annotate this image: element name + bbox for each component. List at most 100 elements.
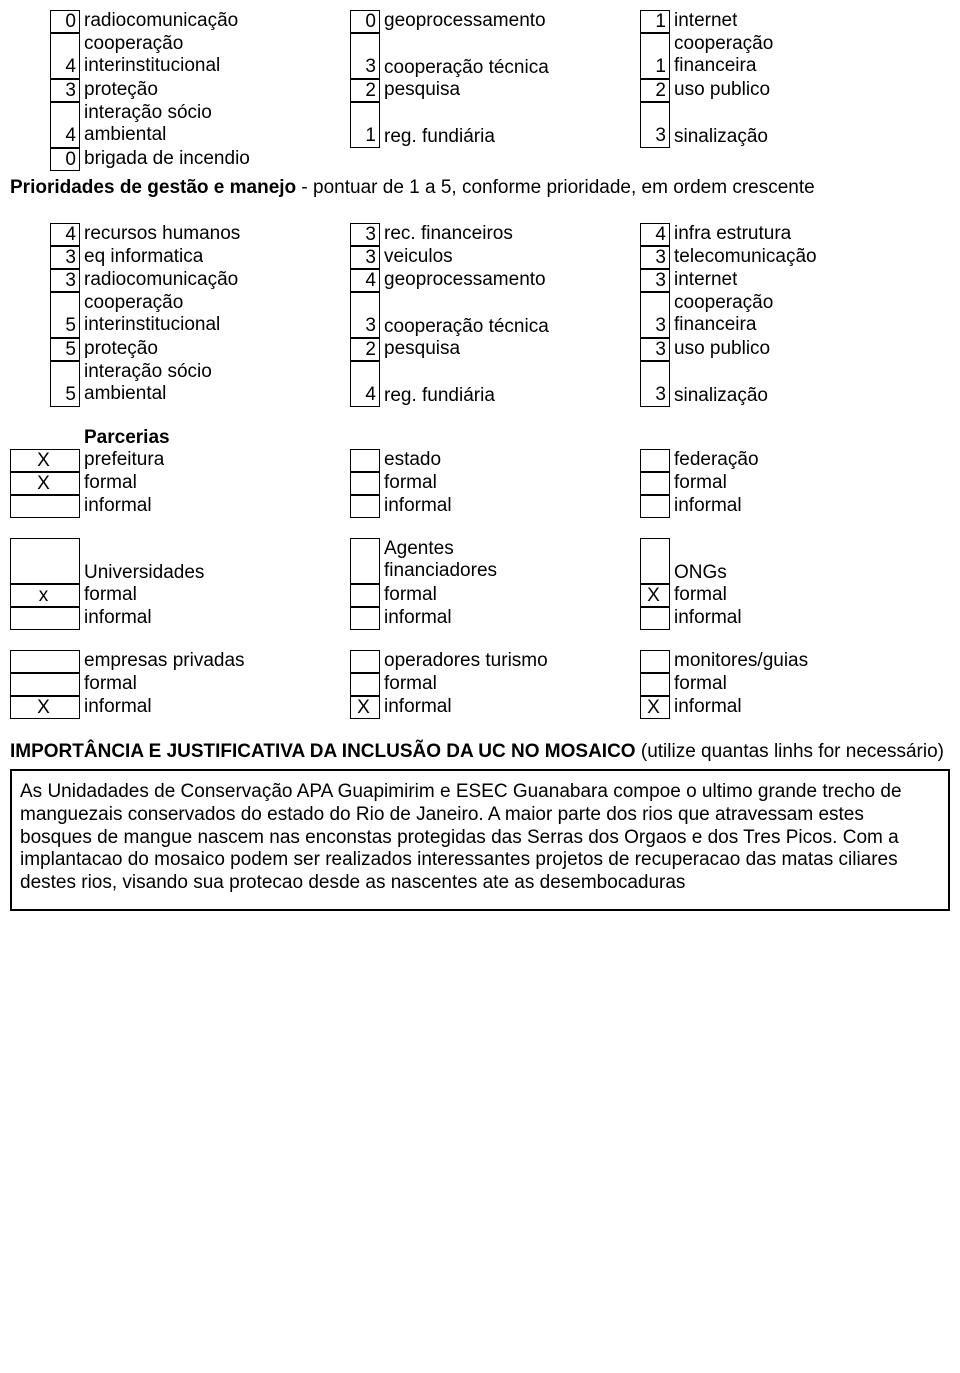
- block2-col3: 4infra estrutura3telecomunicação3interne…: [640, 223, 930, 407]
- value-box: 3: [640, 338, 670, 361]
- field-label: informal: [380, 696, 452, 718]
- field-row: 3rec. financeiros: [350, 223, 640, 246]
- field-row: 3sinalização: [640, 102, 930, 148]
- p3-col2: operadores turismoformalXinformal: [350, 650, 640, 719]
- field-row: 3telecomunicação: [640, 246, 930, 269]
- value-box: [350, 673, 380, 696]
- field-row: 5cooperação interinstitucional: [50, 292, 350, 338]
- value-box: X: [640, 584, 670, 607]
- value-box: 1: [640, 10, 670, 33]
- field-row: Xformal: [10, 472, 350, 495]
- field-label: pesquisa: [380, 338, 460, 360]
- field-label: cooperação interinstitucional: [80, 292, 260, 336]
- field-label: proteção: [80, 79, 158, 101]
- value-box: [10, 607, 80, 630]
- value-box: 5: [50, 292, 80, 338]
- value-box: 3: [350, 292, 380, 338]
- field-label: formal: [670, 673, 727, 695]
- justification-text: As Unidadades de Conservação APA Guapimi…: [10, 769, 950, 911]
- field-row: formal: [350, 472, 640, 495]
- value-box: [10, 673, 80, 696]
- field-label: formal: [380, 673, 437, 695]
- p2-col1: Universidadesxformalinformal: [10, 538, 350, 630]
- value-box: 3: [50, 269, 80, 292]
- value-box: 3: [640, 269, 670, 292]
- value-box: X: [10, 696, 80, 719]
- value-box: 2: [640, 79, 670, 102]
- field-row: 3eq informatica: [50, 246, 350, 269]
- value-box: [10, 538, 80, 584]
- field-label: eq informatica: [80, 246, 203, 268]
- value-box: [350, 495, 380, 518]
- field-label: infra estrutura: [670, 223, 791, 245]
- field-row: 5proteção: [50, 338, 350, 361]
- value-box: [640, 538, 670, 584]
- field-label: radiocomunicação: [80, 269, 238, 291]
- field-label: ONGs: [670, 538, 727, 584]
- field-label: internet: [670, 10, 737, 32]
- field-label: uso publico: [670, 338, 770, 360]
- field-label: pesquisa: [380, 79, 460, 101]
- field-row: 3cooperação financeira: [640, 292, 930, 338]
- value-box: [350, 650, 380, 673]
- field-row: Xinformal: [350, 696, 640, 719]
- importance-heading: IMPORTÂNCIA E JUSTIFICATIVA DA INCLUSÃO …: [10, 741, 950, 763]
- field-label: informal: [380, 607, 452, 629]
- field-row: estado: [350, 449, 640, 472]
- field-label: formal: [670, 584, 727, 606]
- value-box: 1: [640, 33, 670, 79]
- field-label: informal: [380, 495, 452, 517]
- value-box: 1: [350, 102, 380, 148]
- field-label: formal: [380, 584, 437, 606]
- priorities-title-rest: - pontuar de 1 a 5, conforme prioridade,…: [296, 177, 815, 198]
- field-label: geoprocessamento: [380, 10, 546, 32]
- value-box: [640, 607, 670, 630]
- field-row: 0radiocomunicação: [50, 10, 350, 33]
- value-box: 3: [50, 246, 80, 269]
- block1-col3: 1internet1cooperação financeira2uso publ…: [640, 10, 930, 171]
- field-label: recursos humanos: [80, 223, 240, 245]
- field-row: empresas privadas: [10, 650, 350, 673]
- field-row: informal: [640, 607, 930, 630]
- value-box: 3: [640, 292, 670, 338]
- importance-sub: (utilize quantas linhs for necessário): [636, 741, 944, 762]
- field-row: xformal: [10, 584, 350, 607]
- field-row: ONGs: [640, 538, 930, 584]
- field-row: 2pesquisa: [350, 338, 640, 361]
- field-label: reg. fundiária: [380, 102, 495, 148]
- field-label: informal: [670, 696, 742, 718]
- value-box: [640, 472, 670, 495]
- field-row: 5interação sócio ambiental: [50, 361, 350, 407]
- value-box: 5: [50, 361, 80, 407]
- field-row: 1cooperação financeira: [640, 33, 930, 79]
- field-label: cooperação financeira: [670, 33, 850, 77]
- field-row: operadores turismo: [350, 650, 640, 673]
- field-row: 4infra estrutura: [640, 223, 930, 246]
- value-box: [10, 650, 80, 673]
- value-box: 3: [640, 246, 670, 269]
- field-row: formal: [640, 673, 930, 696]
- field-row: monitores/guias: [640, 650, 930, 673]
- field-label: cooperação financeira: [670, 292, 850, 336]
- field-row: 3cooperação técnica: [350, 33, 640, 79]
- field-label: sinalização: [670, 361, 768, 407]
- value-box: X: [640, 696, 670, 719]
- field-label: informal: [670, 495, 742, 517]
- field-row: 3veiculos: [350, 246, 640, 269]
- field-label: empresas privadas: [80, 650, 245, 672]
- p3-col3: monitores/guiasformalXinformal: [640, 650, 930, 719]
- importance-title: IMPORTÂNCIA E JUSTIFICATIVA DA INCLUSÃO …: [10, 741, 636, 762]
- field-row: formal: [350, 584, 640, 607]
- block2: 4recursos humanos3eq informatica3radioco…: [50, 223, 950, 407]
- field-row: informal: [350, 607, 640, 630]
- field-row: informal: [350, 495, 640, 518]
- field-row: informal: [10, 607, 350, 630]
- field-row: 4reg. fundiária: [350, 361, 640, 407]
- field-label: monitores/guias: [670, 650, 808, 672]
- value-box: 4: [50, 33, 80, 79]
- value-box: 2: [350, 79, 380, 102]
- field-row: 4geoprocessamento: [350, 269, 640, 292]
- value-box: X: [350, 696, 380, 719]
- value-box: 2: [350, 338, 380, 361]
- p2-col3: ONGsXformalinformal: [640, 538, 930, 630]
